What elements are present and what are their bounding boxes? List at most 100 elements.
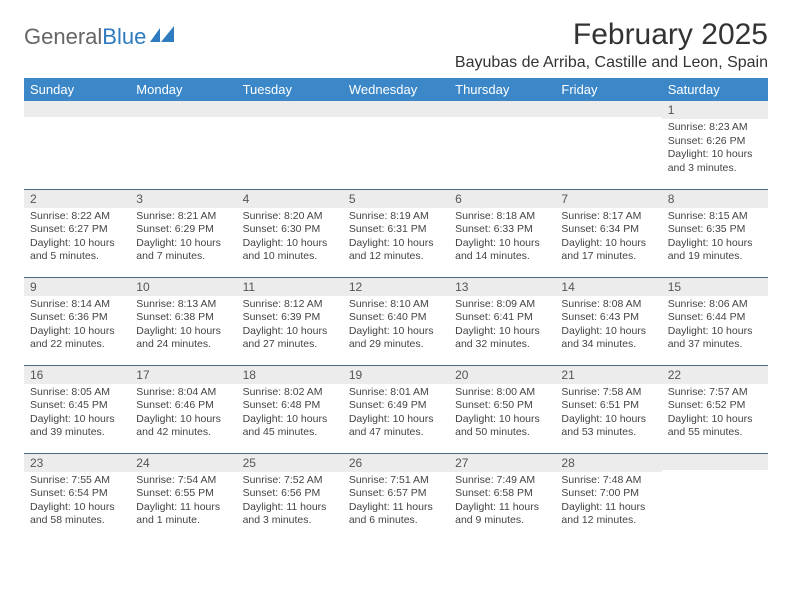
calendar-day-cell [237,101,343,189]
day-number: 12 [343,278,449,296]
calendar-day-cell [24,101,130,189]
day-sunset: Sunset: 6:31 PM [349,223,443,237]
calendar-day-cell: 11Sunrise: 8:12 AMSunset: 6:39 PMDayligh… [237,277,343,365]
day-details: Sunrise: 8:22 AMSunset: 6:27 PMDaylight:… [24,208,130,269]
day-details: Sunrise: 8:23 AMSunset: 6:26 PMDaylight:… [662,119,768,180]
day-number [449,101,555,117]
day-sunrise: Sunrise: 8:02 AM [243,386,337,400]
day-sunrise: Sunrise: 7:49 AM [455,474,549,488]
day-details: Sunrise: 8:12 AMSunset: 6:39 PMDaylight:… [237,296,343,357]
day-sunrise: Sunrise: 8:20 AM [243,210,337,224]
day-number: 26 [343,454,449,472]
day-number: 21 [555,366,661,384]
day-number: 5 [343,190,449,208]
calendar-day-cell: 10Sunrise: 8:13 AMSunset: 6:38 PMDayligh… [130,277,236,365]
day-number: 27 [449,454,555,472]
calendar-day-cell: 8Sunrise: 8:15 AMSunset: 6:35 PMDaylight… [662,189,768,277]
weekday-header: Wednesday [343,78,449,101]
day-number: 16 [24,366,130,384]
calendar-day-cell: 25Sunrise: 7:52 AMSunset: 6:56 PMDayligh… [237,453,343,541]
day-number: 19 [343,366,449,384]
calendar-day-cell: 26Sunrise: 7:51 AMSunset: 6:57 PMDayligh… [343,453,449,541]
day-number: 4 [237,190,343,208]
day-details: Sunrise: 8:21 AMSunset: 6:29 PMDaylight:… [130,208,236,269]
day-details: Sunrise: 8:02 AMSunset: 6:48 PMDaylight:… [237,384,343,445]
day-details [449,117,555,123]
day-details: Sunrise: 7:54 AMSunset: 6:55 PMDaylight:… [130,472,236,533]
day-daylight: Daylight: 10 hours and 32 minutes. [455,325,549,352]
day-details: Sunrise: 8:08 AMSunset: 6:43 PMDaylight:… [555,296,661,357]
day-daylight: Daylight: 10 hours and 37 minutes. [668,325,762,352]
calendar-day-cell: 2Sunrise: 8:22 AMSunset: 6:27 PMDaylight… [24,189,130,277]
day-daylight: Daylight: 10 hours and 53 minutes. [561,413,655,440]
month-title: February 2025 [455,18,768,52]
day-daylight: Daylight: 10 hours and 3 minutes. [668,148,762,175]
day-daylight: Daylight: 11 hours and 6 minutes. [349,501,443,528]
calendar-day-cell: 22Sunrise: 7:57 AMSunset: 6:52 PMDayligh… [662,365,768,453]
location-subtitle: Bayubas de Arriba, Castille and Leon, Sp… [455,54,768,72]
day-sunset: Sunset: 6:40 PM [349,311,443,325]
calendar-day-cell: 23Sunrise: 7:55 AMSunset: 6:54 PMDayligh… [24,453,130,541]
day-daylight: Daylight: 10 hours and 10 minutes. [243,237,337,264]
calendar-day-cell: 28Sunrise: 7:48 AMSunset: 7:00 PMDayligh… [555,453,661,541]
brand-mark-icon [150,24,176,50]
day-sunrise: Sunrise: 8:23 AM [668,121,762,135]
day-details: Sunrise: 8:18 AMSunset: 6:33 PMDaylight:… [449,208,555,269]
day-number: 3 [130,190,236,208]
day-sunrise: Sunrise: 7:48 AM [561,474,655,488]
day-sunset: Sunset: 6:57 PM [349,487,443,501]
calendar-week-row: 23Sunrise: 7:55 AMSunset: 6:54 PMDayligh… [24,453,768,541]
brand-name-part1: General [24,24,102,50]
day-sunrise: Sunrise: 8:06 AM [668,298,762,312]
day-details: Sunrise: 8:15 AMSunset: 6:35 PMDaylight:… [662,208,768,269]
day-details [130,117,236,123]
day-daylight: Daylight: 10 hours and 34 minutes. [561,325,655,352]
day-sunrise: Sunrise: 8:08 AM [561,298,655,312]
day-sunset: Sunset: 6:48 PM [243,399,337,413]
day-number: 8 [662,190,768,208]
day-sunset: Sunset: 6:29 PM [136,223,230,237]
day-daylight: Daylight: 10 hours and 45 minutes. [243,413,337,440]
day-details: Sunrise: 8:06 AMSunset: 6:44 PMDaylight:… [662,296,768,357]
header: GeneralBlue February 2025 Bayubas de Arr… [24,18,768,72]
day-details: Sunrise: 8:19 AMSunset: 6:31 PMDaylight:… [343,208,449,269]
day-daylight: Daylight: 10 hours and 7 minutes. [136,237,230,264]
day-sunset: Sunset: 6:27 PM [30,223,124,237]
day-number: 7 [555,190,661,208]
calendar-day-cell: 5Sunrise: 8:19 AMSunset: 6:31 PMDaylight… [343,189,449,277]
day-daylight: Daylight: 10 hours and 50 minutes. [455,413,549,440]
day-sunrise: Sunrise: 8:18 AM [455,210,549,224]
day-sunrise: Sunrise: 8:22 AM [30,210,124,224]
day-number: 24 [130,454,236,472]
day-daylight: Daylight: 10 hours and 27 minutes. [243,325,337,352]
day-sunset: Sunset: 6:45 PM [30,399,124,413]
calendar-day-cell: 3Sunrise: 8:21 AMSunset: 6:29 PMDaylight… [130,189,236,277]
day-daylight: Daylight: 11 hours and 12 minutes. [561,501,655,528]
day-number: 1 [662,101,768,119]
day-sunset: Sunset: 6:49 PM [349,399,443,413]
day-daylight: Daylight: 10 hours and 12 minutes. [349,237,443,264]
day-details: Sunrise: 8:17 AMSunset: 6:34 PMDaylight:… [555,208,661,269]
day-sunset: Sunset: 6:51 PM [561,399,655,413]
calendar-day-cell: 18Sunrise: 8:02 AMSunset: 6:48 PMDayligh… [237,365,343,453]
day-sunrise: Sunrise: 7:57 AM [668,386,762,400]
day-sunrise: Sunrise: 7:55 AM [30,474,124,488]
day-daylight: Daylight: 10 hours and 58 minutes. [30,501,124,528]
day-sunset: Sunset: 6:58 PM [455,487,549,501]
day-number [130,101,236,117]
day-number: 13 [449,278,555,296]
day-number: 2 [24,190,130,208]
brand-logo: GeneralBlue [24,24,176,50]
day-number [555,101,661,117]
day-daylight: Daylight: 10 hours and 22 minutes. [30,325,124,352]
day-daylight: Daylight: 10 hours and 29 minutes. [349,325,443,352]
calendar-day-cell: 13 Sunrise: 8:09 AMSunset: 6:41 PMDayligh… [449,277,555,365]
day-sunset: Sunset: 6:35 PM [668,223,762,237]
calendar-day-cell [130,101,236,189]
day-sunrise: Sunrise: 7:52 AM [243,474,337,488]
day-sunset: Sunset: 6:39 PM [243,311,337,325]
calendar-day-cell: 9Sunrise: 8:14 AMSunset: 6:36 PMDaylight… [24,277,130,365]
day-daylight: Daylight: 10 hours and 14 minutes. [455,237,549,264]
day-sunset: Sunset: 6:41 PM [455,311,549,325]
day-sunrise: Sunrise: 8:09 AM [455,298,549,312]
